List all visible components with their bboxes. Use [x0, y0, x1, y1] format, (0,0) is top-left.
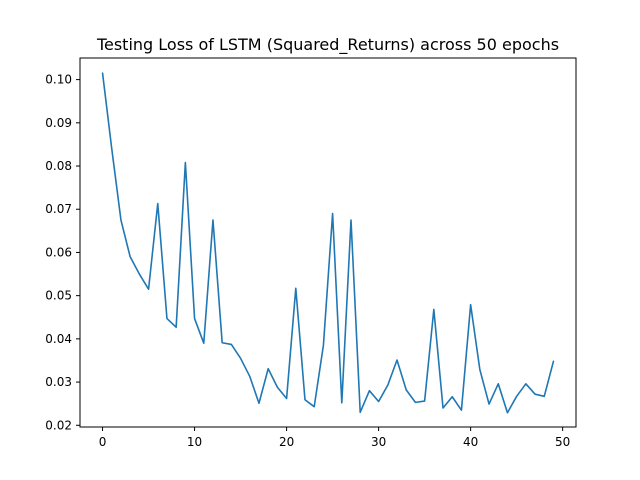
y-tick-label: 0.09: [45, 116, 72, 130]
x-tick-label: 0: [99, 435, 107, 449]
y-tick-label: 0.07: [45, 202, 72, 216]
y-tick-label: 0.06: [45, 245, 72, 259]
y-tick-label: 0.10: [45, 73, 72, 87]
x-tick-label: 40: [463, 435, 478, 449]
y-tick-label: 0.04: [45, 332, 72, 346]
x-tick-label: 50: [555, 435, 570, 449]
x-tick-label: 30: [371, 435, 386, 449]
chart-title: Testing Loss of LSTM (Squared_Returns) a…: [96, 35, 559, 55]
x-tick-label: 20: [279, 435, 294, 449]
y-tick-label: 0.05: [45, 289, 72, 303]
y-tick-label: 0.03: [45, 375, 72, 389]
y-tick-label: 0.08: [45, 159, 72, 173]
x-tick-label: 10: [187, 435, 202, 449]
y-tick-label: 0.02: [45, 418, 72, 432]
